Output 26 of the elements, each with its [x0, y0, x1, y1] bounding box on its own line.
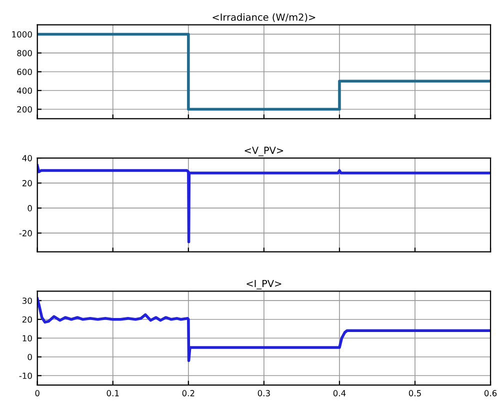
- y-tick-label: 40: [22, 155, 32, 162]
- chart-title: <V_PV>: [244, 146, 284, 156]
- x-tick-label: 0.2: [182, 390, 194, 396]
- y-tick-label: -20: [19, 230, 32, 236]
- x-tick-label: 0: [35, 390, 40, 396]
- line-series: [37, 164, 491, 244]
- y-tick-label: 0: [28, 354, 32, 360]
- chart-title: <Irradiance (W/m2)>: [212, 13, 316, 22]
- x-tick-label: 0.6: [484, 390, 497, 396]
- x-tick-label: 0.1: [106, 390, 119, 396]
- y-tick-label: 30: [22, 298, 32, 304]
- y-tick-label: 600: [17, 68, 32, 76]
- y-tick-label: 0: [28, 205, 32, 212]
- y-tick-label: -10: [19, 372, 32, 379]
- x-tick-label: 0.4: [333, 390, 346, 396]
- y-tick-label: 400: [16, 87, 32, 94]
- y-tick-label: 10: [22, 335, 32, 342]
- y-tick-label: 20: [22, 180, 32, 186]
- x-tick-label: 0.5: [408, 390, 421, 396]
- y-tick-label: 200: [17, 106, 32, 113]
- y-tick-label: 800: [17, 50, 32, 56]
- chart-title: <I_PV>: [246, 280, 282, 290]
- y-tick-label: 20: [22, 316, 32, 323]
- line-series: [37, 297, 491, 362]
- y-tick-label: 1000: [12, 31, 32, 38]
- x-tick-label: 0.3: [258, 390, 270, 396]
